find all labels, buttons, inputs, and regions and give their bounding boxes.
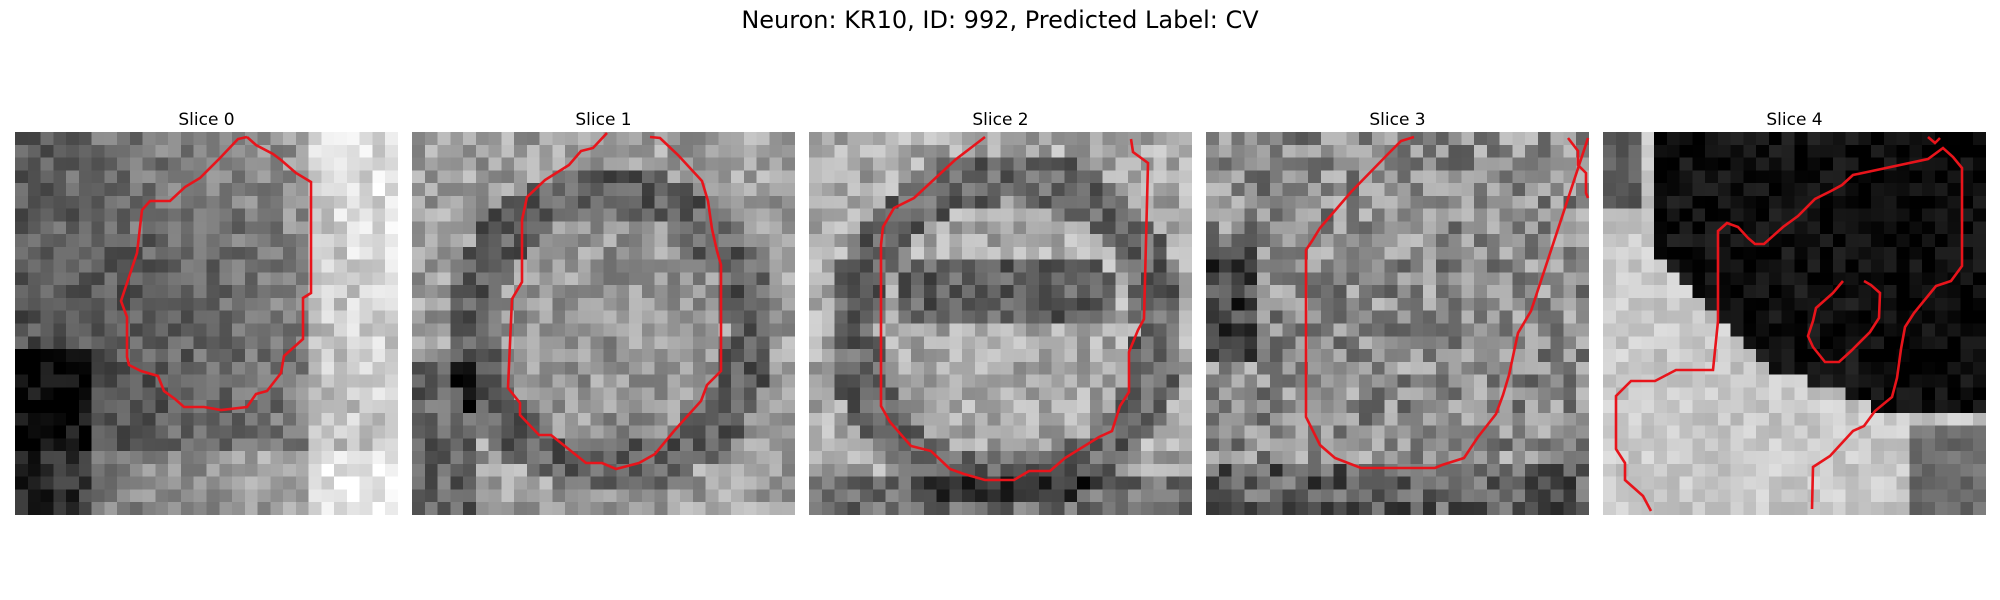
- contour-line: [1806, 279, 1882, 364]
- slice-panel-4: Slice 4: [1603, 108, 1986, 515]
- slice-panel-1: Slice 1: [412, 108, 795, 515]
- figure-title: Neuron: KR10, ID: 992, Predicted Label: …: [741, 6, 1259, 34]
- slice-panel-0: Slice 0: [15, 108, 398, 515]
- slice-image: [1206, 132, 1589, 515]
- slice-image: [1603, 132, 1986, 515]
- slice-title: Slice 4: [1766, 110, 1823, 130]
- contour-line: [1566, 137, 1590, 199]
- contour-line: [506, 132, 723, 471]
- slice-title: Slice 1: [575, 110, 632, 130]
- slice-panel-3: Slice 3: [1206, 108, 1590, 515]
- slice-title: Slice 3: [1369, 110, 1426, 130]
- contour-overlay: [1304, 135, 1590, 470]
- slice-panel-2: Slice 2: [809, 108, 1192, 515]
- contour-line: [1304, 135, 1590, 470]
- contour-overlay: [506, 132, 723, 471]
- contour-overlay: [119, 135, 313, 412]
- slice-image: [15, 132, 398, 515]
- slice-image: [809, 132, 1192, 515]
- contour-overlay: [879, 135, 1150, 482]
- contour-line: [1614, 146, 1964, 512]
- contour-line: [119, 135, 313, 412]
- contour-overlay: [1614, 136, 1964, 512]
- slice-image: [412, 132, 795, 515]
- slice-title: Slice 2: [972, 110, 1029, 130]
- contour-line: [1927, 136, 1941, 145]
- slice-title: Slice 0: [178, 110, 235, 130]
- contour-line: [879, 135, 1150, 482]
